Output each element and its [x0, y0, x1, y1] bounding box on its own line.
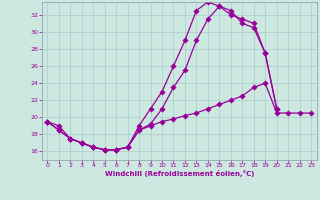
X-axis label: Windchill (Refroidissement éolien,°C): Windchill (Refroidissement éolien,°C) [105, 170, 254, 177]
